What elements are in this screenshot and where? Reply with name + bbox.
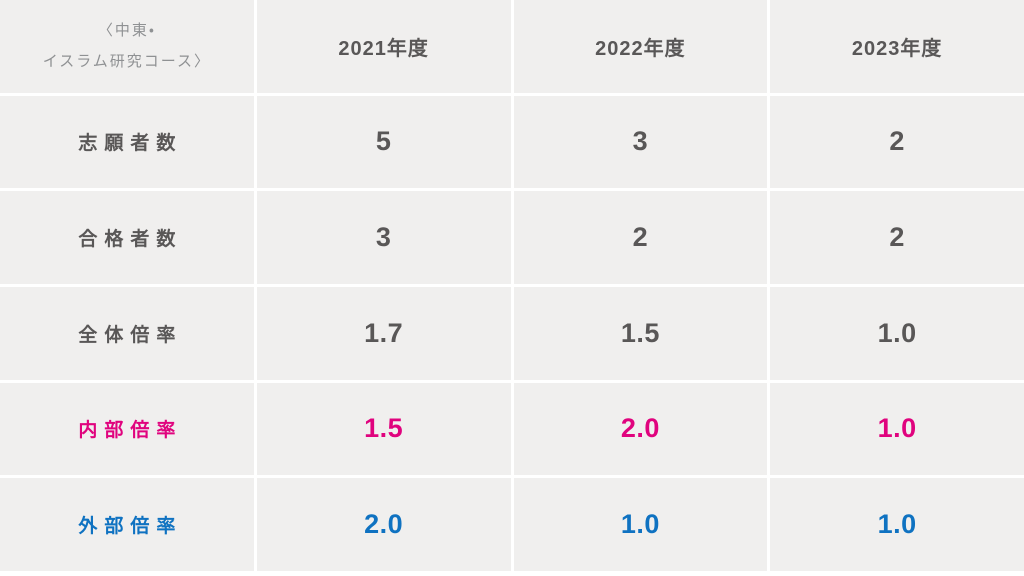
row-label-applicants: 志願者数 xyxy=(0,95,254,189)
accepted-2021-value: 3 xyxy=(256,191,511,284)
accepted-2022-value: 2 xyxy=(513,191,768,284)
applicants-2023-value: 2 xyxy=(770,95,1024,189)
row-label-internal-ratio: 内部倍率 xyxy=(0,382,254,476)
external-ratio-2023-value: 1.0 xyxy=(770,478,1024,571)
row-label-overall-ratio: 全体倍率 xyxy=(0,286,254,380)
row-label-accepted: 合格者数 xyxy=(0,191,254,284)
row-label-external-ratio: 外部倍率 xyxy=(0,478,254,571)
overall-ratio-2023-value: 1.0 xyxy=(770,286,1024,380)
overall-ratio-2022-value: 1.5 xyxy=(513,286,768,380)
column-header-2021: 2021年度 xyxy=(256,0,511,93)
table-corner-course-label: 〈中東・ イスラム研究コース〉 xyxy=(0,0,254,93)
external-ratio-2022-value: 1.0 xyxy=(513,478,768,571)
column-header-2022: 2022年度 xyxy=(513,0,768,93)
internal-ratio-2022-value: 2.0 xyxy=(513,382,768,476)
applicants-2022-value: 3 xyxy=(513,95,768,189)
applicants-2021-value: 5 xyxy=(256,95,511,189)
course-label-line1: 〈中東・ xyxy=(97,21,156,39)
external-ratio-2021-value: 2.0 xyxy=(256,478,511,571)
internal-ratio-2023-value: 1.0 xyxy=(770,382,1024,476)
accepted-2023-value: 2 xyxy=(770,191,1024,284)
course-label-line2: イスラム研究コース〉 xyxy=(42,53,212,71)
internal-ratio-2021-value: 1.5 xyxy=(256,382,511,476)
overall-ratio-2021-value: 1.7 xyxy=(256,286,511,380)
column-header-2023: 2023年度 xyxy=(770,0,1024,93)
